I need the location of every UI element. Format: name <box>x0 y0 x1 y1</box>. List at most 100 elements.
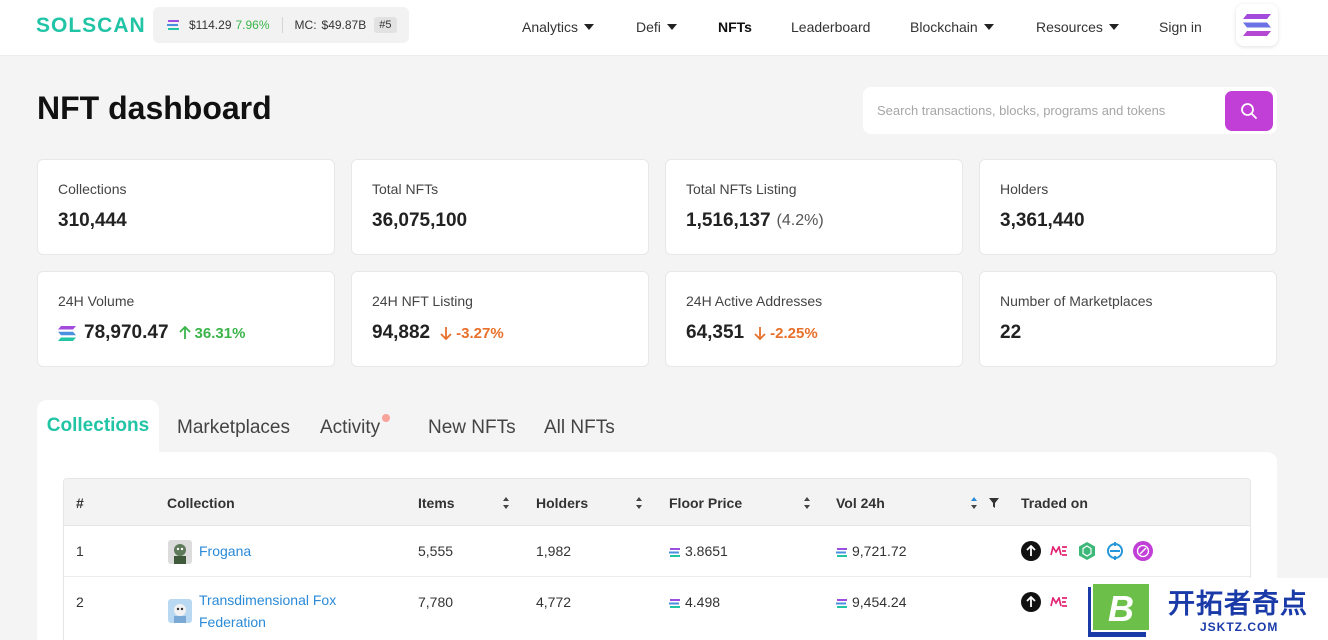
tensor-icon[interactable] <box>1021 541 1041 561</box>
floor-value: 3.8651 <box>685 543 728 559</box>
stat-label: Total NFTs Listing <box>686 181 797 197</box>
sort-icon[interactable] <box>502 496 510 510</box>
nav-blockchain-label: Blockchain <box>910 19 978 35</box>
row-items: 7,780 <box>418 594 454 610</box>
change-value: 36.31% <box>194 324 246 342</box>
row-vol-24h: 9,454.24 <box>836 594 907 610</box>
stat-value: 64,351 -2.25% <box>686 322 818 344</box>
sign-in-label: Sign in <box>1159 19 1202 35</box>
sol-price-pill: $114.29 7.96% MC: $49.87B #5 <box>153 7 409 43</box>
collection-link[interactable]: Frogana <box>199 543 252 559</box>
rank-badge: #5 <box>374 17 397 33</box>
stat-card-total-nfts: Total NFTs 36,075,100 <box>351 159 649 255</box>
divider <box>281 17 283 33</box>
table-row[interactable]: 1 Frogana 5,555 1,982 3.8651 9,721.72 <box>63 526 1251 577</box>
tab-marketplaces[interactable]: Marketplaces <box>177 417 290 438</box>
row-floor-price: 3.8651 <box>669 543 728 559</box>
collection-avatar <box>168 599 192 623</box>
nav-analytics[interactable]: Analytics <box>522 17 595 37</box>
magic-eden-icon[interactable] <box>1049 541 1069 561</box>
watermark-en-text: JSKTZ.COM <box>1200 620 1279 634</box>
nav-resources[interactable]: Resources <box>1036 17 1119 37</box>
magic-eden-icon[interactable] <box>1049 592 1069 612</box>
network-menu-button[interactable] <box>1236 4 1278 46</box>
stat-label: Collections <box>58 181 127 197</box>
solana-icon <box>836 547 847 557</box>
stat-value: 22 <box>1000 322 1021 344</box>
market-cap-label: MC: <box>294 18 317 32</box>
col-vol-24h[interactable]: Vol 24h <box>836 495 885 511</box>
arrow-up-icon <box>178 326 191 339</box>
table-header: # Collection Items Holders Floor Price V… <box>63 478 1251 526</box>
filter-icon[interactable] <box>989 498 999 508</box>
tab-new-nfts[interactable]: New NFTs <box>428 417 516 438</box>
collections-panel: # Collection Items Holders Floor Price V… <box>37 452 1277 640</box>
collection-avatar <box>168 540 192 564</box>
nav-nfts[interactable]: NFTs <box>718 17 752 37</box>
search-button[interactable] <box>1225 91 1273 131</box>
change-value: -2.25% <box>770 324 818 342</box>
tab-activity-label: Activity <box>320 417 381 438</box>
solana-icon <box>167 20 179 30</box>
notification-dot <box>382 414 391 422</box>
change-down: -3.27% <box>440 325 504 342</box>
stat-value-text: 22 <box>1000 322 1022 343</box>
nav-blockchain[interactable]: Blockchain <box>910 17 994 37</box>
stat-value-text: 3,361,440 <box>1000 210 1085 231</box>
col-items[interactable]: Items <box>418 495 455 511</box>
stat-value-text: 36,075,100 <box>372 210 468 231</box>
collection-link[interactable]: Transdimensional Fox Federation <box>199 589 336 633</box>
stat-card-24h-volume: 24H Volume 78,970.47 36.31% <box>37 271 335 367</box>
vol-value: 9,721.72 <box>852 543 907 559</box>
solana-icon <box>1243 14 1271 36</box>
solana-icon <box>669 598 680 608</box>
exchange-art-icon[interactable] <box>1133 541 1153 561</box>
row-rank: 1 <box>76 543 84 559</box>
stat-label: Total NFTs <box>372 181 439 197</box>
stat-label: Number of Marketplaces <box>1000 293 1153 309</box>
solana-icon <box>669 547 680 557</box>
nav-leaderboard-label: Leaderboard <box>791 19 871 35</box>
stat-label: Holders <box>1000 181 1049 197</box>
tab-activity[interactable]: Activity <box>320 404 391 452</box>
search-input[interactable] <box>877 87 1217 134</box>
hyperspace-icon[interactable] <box>1077 541 1097 561</box>
stat-value-text: 94,882 <box>372 322 431 343</box>
market-cap-value: $49.87B <box>321 18 367 32</box>
stat-card-total-listing: Total NFTs Listing 1,516,137 (4.2%) <box>665 159 963 255</box>
stat-value: 94,882 -3.27% <box>372 322 504 344</box>
row-vol-24h: 9,721.72 <box>836 543 907 559</box>
stat-card-marketplaces: Number of Marketplaces 22 <box>979 271 1277 367</box>
col-rank: # <box>76 495 84 511</box>
chevron-down-icon <box>983 24 994 30</box>
change-down: -2.25% <box>754 325 818 342</box>
nav-leaderboard[interactable]: Leaderboard <box>791 17 870 37</box>
floor-value: 4.498 <box>685 594 721 610</box>
row-floor-price: 4.498 <box>669 594 720 610</box>
row-rank: 2 <box>76 594 84 610</box>
stat-card-holders: Holders 3,361,440 <box>979 159 1277 255</box>
sort-desc-icon[interactable] <box>970 496 978 510</box>
chevron-down-icon <box>1108 24 1119 30</box>
sort-icon[interactable] <box>803 496 811 510</box>
solanart-icon[interactable] <box>1105 541 1125 561</box>
solana-icon <box>58 325 76 341</box>
watermark-letter: B <box>1108 588 1134 629</box>
tensor-icon[interactable] <box>1021 592 1041 612</box>
row-holders: 4,772 <box>536 594 572 610</box>
page-title: NFT dashboard <box>37 90 272 126</box>
nav-defi[interactable]: Defi <box>636 17 677 37</box>
row-items: 5,555 <box>418 543 454 559</box>
tab-all-nfts[interactable]: All NFTs <box>544 417 615 438</box>
stat-label: 24H NFT Listing <box>372 293 473 309</box>
stat-label: 24H Active Addresses <box>686 293 823 309</box>
table-row[interactable]: 2 Transdimensional Fox Federation 7,780 … <box>63 577 1251 640</box>
sort-icon[interactable] <box>635 496 643 510</box>
col-floor-price[interactable]: Floor Price <box>669 495 743 511</box>
tab-collections[interactable]: Collections <box>37 400 159 452</box>
col-holders[interactable]: Holders <box>536 495 589 511</box>
solana-icon <box>836 598 847 608</box>
arrow-down-icon <box>754 327 766 340</box>
solscan-logo[interactable]: SOLSCAN <box>36 14 146 37</box>
sign-in-link[interactable]: Sign in <box>1159 17 1202 37</box>
